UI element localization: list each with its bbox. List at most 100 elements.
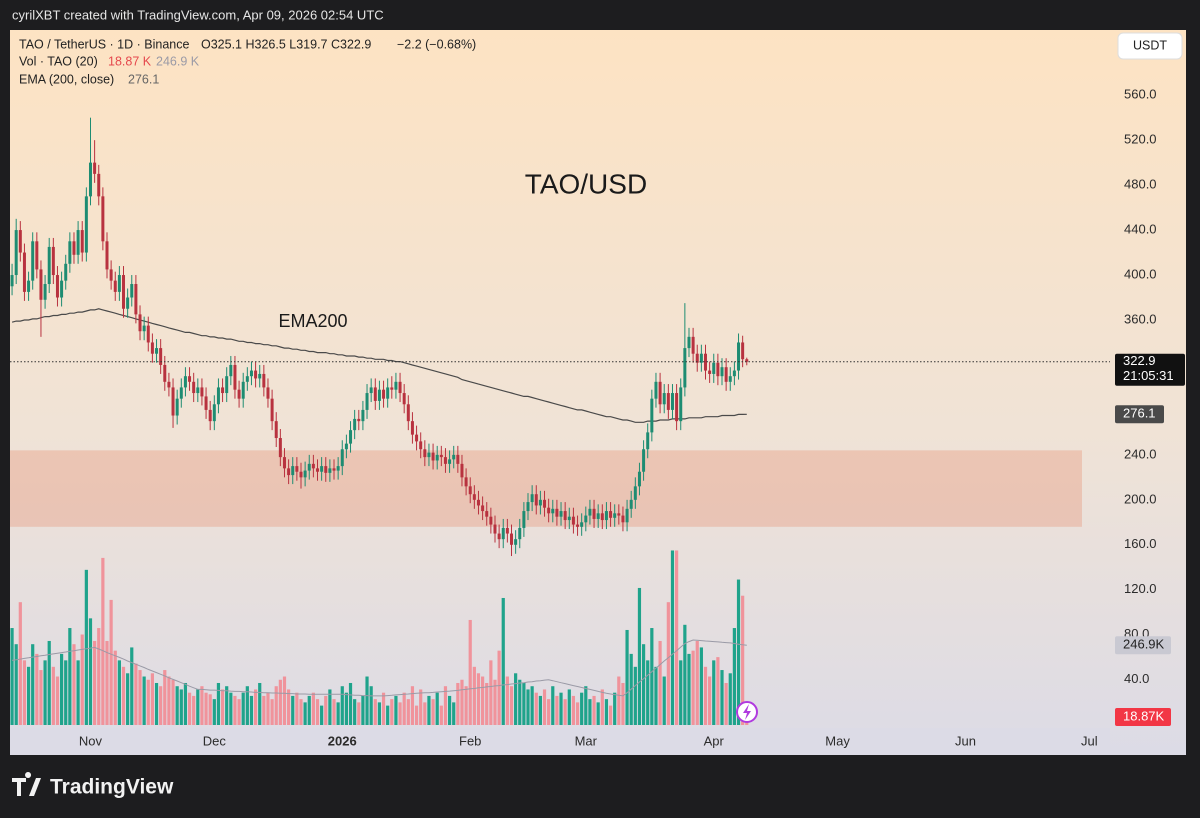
- volume-bar: [216, 682, 221, 725]
- volume-bar: [113, 650, 117, 725]
- candle-body: [472, 494, 476, 500]
- candle-body: [415, 434, 419, 442]
- volume-bar: [637, 587, 642, 725]
- y-tick-label: 40.0: [1124, 671, 1149, 686]
- plot: 560.0 520.0 480.0 440.0 400.0 360.0 240.0 200.0…: [10, 87, 1185, 748]
- candle-body: [72, 241, 76, 255]
- volume-bar: [196, 689, 200, 725]
- candle-body: [233, 364, 237, 390]
- x-tick-label: May: [825, 733, 850, 748]
- x-tick-label: Apr: [704, 733, 725, 748]
- candle-body: [683, 348, 687, 388]
- candle-body: [501, 527, 505, 540]
- volume-bar: [167, 676, 171, 725]
- candle-body: [97, 173, 101, 197]
- candle-body: [654, 381, 658, 399]
- candle-body: [703, 353, 707, 371]
- candle-body: [229, 364, 233, 377]
- candle-body: [497, 533, 501, 540]
- currency-label[interactable]: USDT: [1133, 38, 1167, 52]
- volume-bar: [76, 660, 80, 725]
- candle-body: [613, 513, 617, 518]
- candle-body: [324, 466, 328, 473]
- candle-body: [295, 466, 299, 472]
- candle-body: [716, 362, 720, 377]
- x-tick-label: Nov: [79, 733, 103, 748]
- volume-bar: [47, 640, 51, 725]
- volume-bar: [712, 660, 716, 725]
- volume-bar: [481, 676, 485, 725]
- candle-body: [555, 508, 559, 517]
- volume-bar: [357, 702, 361, 725]
- volume-bar: [146, 679, 150, 725]
- candle-body: [609, 511, 613, 518]
- volume-bar: [278, 679, 282, 725]
- candle-body: [43, 284, 47, 300]
- volume-bar: [741, 595, 745, 725]
- volume-bar: [80, 634, 84, 725]
- volume-bar: [386, 705, 390, 725]
- volume-bar: [336, 702, 340, 725]
- candle-body: [662, 393, 666, 405]
- candle-body: [538, 499, 542, 506]
- volume-bar: [670, 550, 675, 725]
- candle-body: [221, 387, 225, 394]
- volume-bar: [464, 686, 468, 725]
- volume-bar: [542, 689, 547, 725]
- candle-body: [35, 241, 39, 270]
- candle-body: [287, 468, 291, 476]
- candle-body: [737, 342, 741, 371]
- volume-bar: [410, 686, 415, 725]
- volume-bar: [332, 699, 336, 725]
- volume-bar: [245, 686, 249, 725]
- volume-bar: [699, 647, 703, 725]
- volume-bar: [138, 670, 142, 725]
- candle-body: [394, 381, 398, 390]
- volume-bar: [559, 692, 563, 725]
- candle-body: [212, 404, 216, 422]
- candle-body: [340, 449, 344, 467]
- candle-body: [699, 353, 703, 363]
- logo: TradingView: [12, 772, 174, 799]
- volume-bar: [315, 699, 320, 725]
- candle-body: [460, 463, 464, 478]
- volume-bar: [97, 628, 101, 725]
- volume-bar: [266, 692, 270, 725]
- candle-body: [254, 370, 258, 379]
- candle-body: [282, 457, 286, 469]
- candle-body: [80, 230, 84, 253]
- volume-bar: [439, 705, 443, 725]
- y-tick-label: 560.0: [1124, 87, 1157, 102]
- candle-body: [167, 381, 171, 388]
- volume-bar: [295, 692, 299, 725]
- candle-body: [311, 463, 315, 469]
- volume-bar: [625, 629, 629, 725]
- candle-body: [551, 508, 555, 514]
- volume-bar: [225, 686, 229, 725]
- volume-bar: [117, 660, 121, 725]
- volume-bar: [522, 682, 526, 725]
- volume-bar: [518, 679, 522, 725]
- volume-bar: [485, 682, 489, 725]
- candle-body: [563, 511, 567, 521]
- candle-body: [336, 466, 340, 471]
- candle-body: [122, 275, 126, 309]
- candle-body: [741, 342, 745, 360]
- volume-bar: [497, 650, 501, 725]
- volume-bar: [377, 702, 382, 725]
- candle-body: [443, 457, 447, 464]
- volume-bar: [233, 695, 237, 725]
- candle-body: [109, 269, 113, 281]
- volume-bar: [262, 695, 266, 725]
- volume-bar: [538, 695, 542, 725]
- currency-button[interactable]: [1117, 32, 1183, 60]
- volume-bar: [229, 692, 233, 725]
- y-tick-label: 440.0: [1124, 222, 1157, 237]
- candle-body: [266, 387, 270, 399]
- candle-body: [580, 522, 584, 527]
- y-tick-label: 200.0: [1124, 491, 1157, 506]
- candle-body: [291, 466, 295, 476]
- volume-bar: [476, 673, 481, 725]
- candle-body: [679, 387, 683, 422]
- candle-body: [712, 362, 716, 374]
